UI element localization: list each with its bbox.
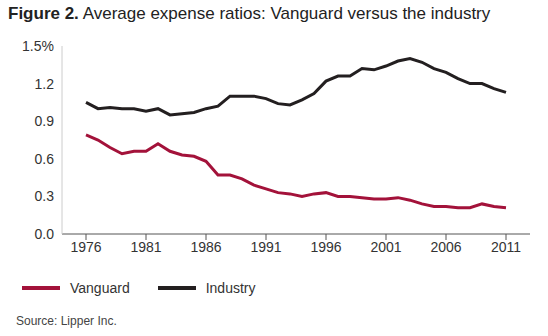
svg-text:0.6: 0.6 <box>35 151 55 167</box>
html-text:Vanguard: Vanguard <box>70 280 130 296</box>
html-text:Industry: Industry <box>205 280 256 296</box>
svg-text:0.0: 0.0 <box>35 226 55 242</box>
svg-text:2011: 2011 <box>491 239 521 255</box>
svg-text:0.9: 0.9 <box>35 113 55 129</box>
svg-text:1976: 1976 <box>70 239 101 255</box>
html-text:Source: Lipper Inc.: Source: Lipper Inc. <box>16 314 117 328</box>
svg-text:2006: 2006 <box>430 239 461 255</box>
svg-text:1986: 1986 <box>190 239 221 255</box>
svg-text:0.3: 0.3 <box>35 188 55 204</box>
svg-text:1.5%: 1.5% <box>22 38 54 54</box>
svg-text:1.2: 1.2 <box>35 76 55 92</box>
html-text:Figure 2. Average expense rati: Figure 2. Average expense ratios: Vangua… <box>8 4 491 23</box>
svg-text:1981: 1981 <box>130 239 161 255</box>
svg-text:1991: 1991 <box>250 239 281 255</box>
svg-text:1996: 1996 <box>310 239 341 255</box>
svg-text:2001: 2001 <box>370 239 401 255</box>
